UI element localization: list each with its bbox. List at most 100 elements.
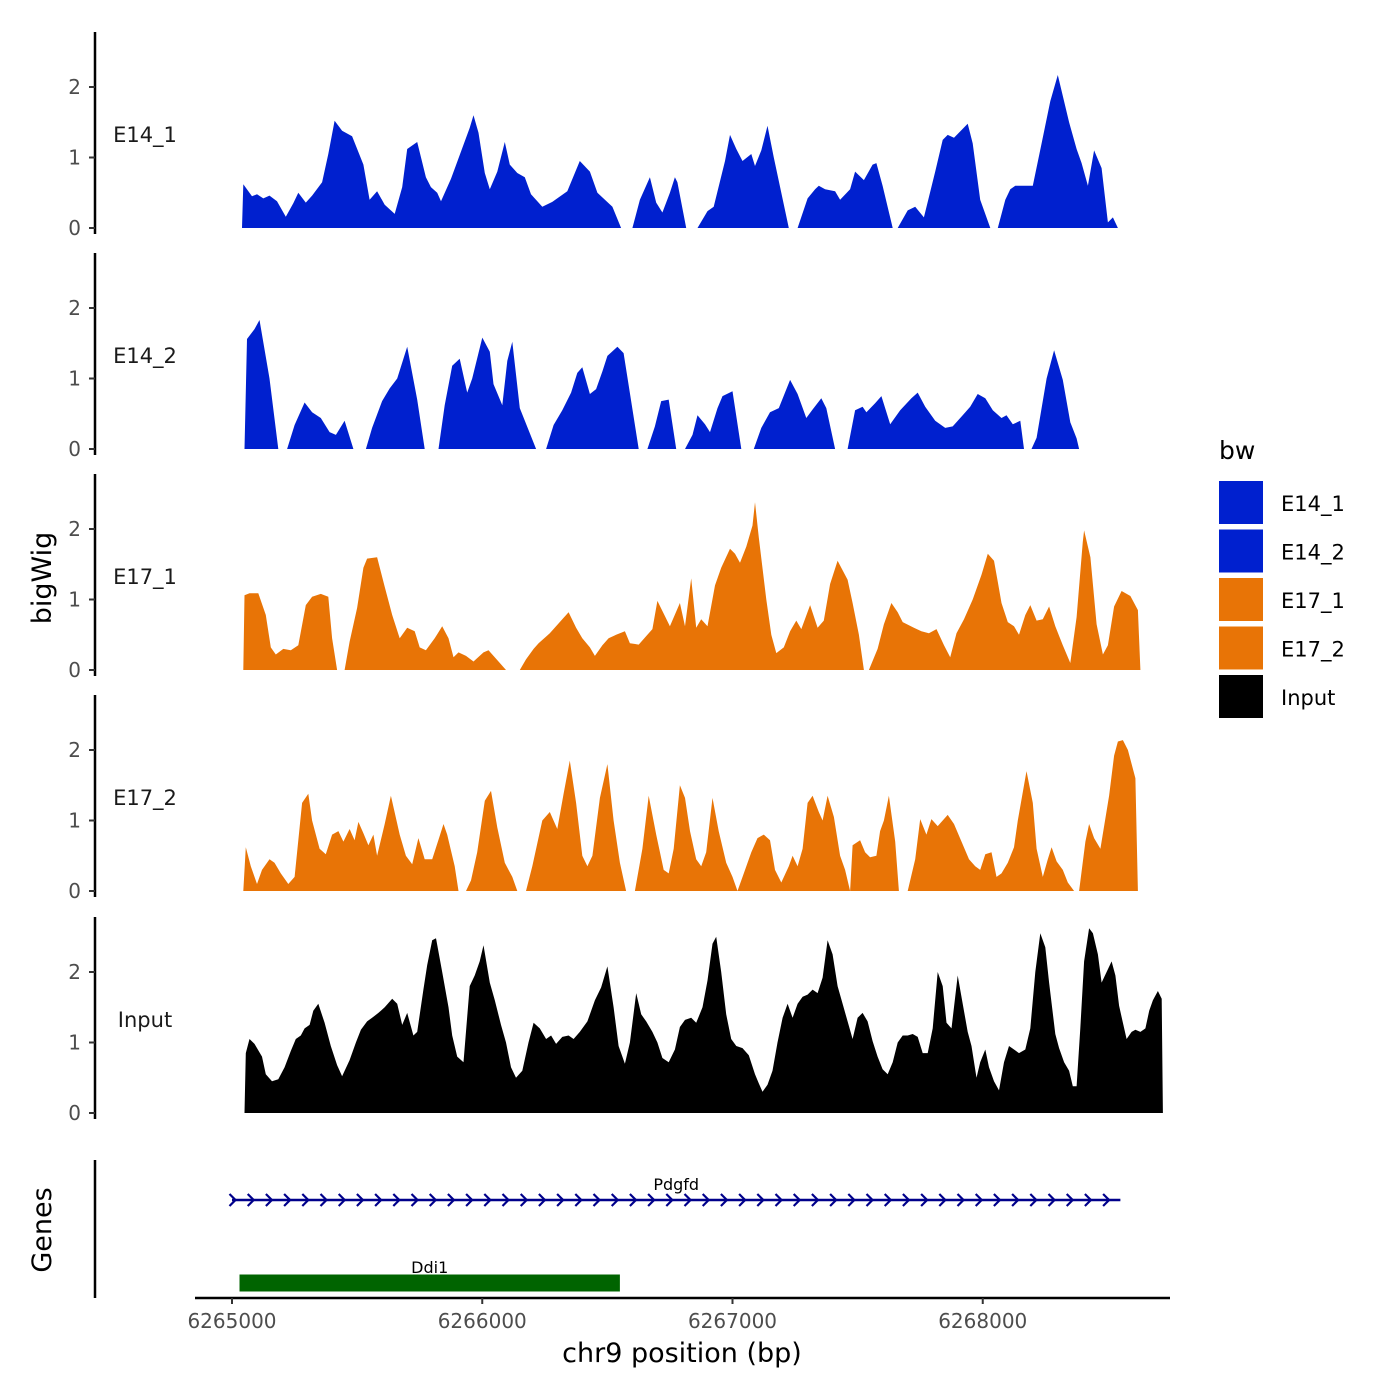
strand-arrow [246, 1193, 256, 1207]
y-tick-label: 0 [68, 879, 81, 903]
track-label: E17_1 [113, 565, 177, 590]
strand-arrow [538, 1193, 547, 1207]
legend-label-e17-1: E17_1 [1281, 589, 1345, 614]
legend-label-e17-2: E17_2 [1281, 638, 1345, 663]
track-e14-1: 0 1 2 E14_1 [68, 32, 1118, 240]
strand-arrow [265, 1193, 274, 1207]
x-tick-label: 6267000 [688, 1309, 777, 1333]
strand-arrow [410, 1193, 420, 1207]
legend-label-input: Input [1281, 686, 1335, 710]
x-axis-title: chr9 position (bp) [562, 1338, 802, 1369]
strand-arrow [811, 1193, 820, 1207]
strand-arrow [720, 1193, 729, 1207]
strand-arrow [428, 1193, 438, 1207]
x-tick-label: 6268000 [938, 1309, 1027, 1333]
strand-arrow [902, 1193, 911, 1207]
track-input: 0 1 2 Input [68, 917, 1163, 1125]
legend-swatch-input [1219, 675, 1263, 718]
track-label: E14_2 [113, 344, 177, 369]
strand-arrow [865, 1193, 875, 1207]
strand-arrow [1047, 1193, 1057, 1207]
strand-arrow [774, 1193, 784, 1207]
strand-arrow [301, 1193, 310, 1207]
strand-arrow [337, 1193, 347, 1207]
strand-arrow [283, 1193, 292, 1207]
strand-arrow [974, 1193, 984, 1207]
strand-arrow [610, 1193, 620, 1207]
coverage-area-e17-1 [243, 502, 1141, 670]
track-e14-2: 0 1 2 E14_2 [68, 253, 1080, 461]
x-tick-label: 6265000 [187, 1309, 276, 1333]
strand-arrow [1065, 1193, 1075, 1207]
y-tick-label: 1 [68, 1031, 81, 1055]
gene-track: Pdgfd Ddi1 [93, 1160, 1121, 1298]
strand-arrow [519, 1193, 529, 1207]
strand-arrow [592, 1193, 602, 1207]
strand-arrow [756, 1193, 765, 1207]
strand-arrow [319, 1193, 329, 1207]
strand-arrow [556, 1193, 565, 1207]
legend-swatch-e14-1 [1219, 481, 1263, 524]
strand-arrow [1011, 1193, 1020, 1207]
gene-label-ddi1: Ddi1 [411, 1258, 448, 1277]
strand-arrow [1102, 1193, 1111, 1207]
strand-arrow [447, 1193, 456, 1207]
strand-arrow [483, 1193, 492, 1207]
y-tick-label: 1 [68, 367, 81, 391]
coverage-area-e14-2 [244, 320, 1080, 449]
strand-arrow [1084, 1193, 1093, 1207]
legend-swatch-e17-2 [1219, 626, 1263, 670]
strand-arrow [829, 1193, 838, 1207]
legend-label-e14-1: E14_1 [1281, 492, 1345, 517]
strand-arrow [501, 1193, 511, 1207]
y-tick-label: 0 [68, 1101, 81, 1125]
strand-arrow [683, 1193, 693, 1207]
y-tick-label: 1 [68, 588, 81, 612]
strand-arrow [374, 1193, 383, 1207]
strand-arrow [920, 1193, 929, 1207]
track-e17-1: 0 1 2 E17_1 [68, 474, 1141, 682]
legend-swatch-e17-1 [1219, 578, 1263, 621]
y-tick-label: 0 [68, 658, 81, 682]
y-axis-title: bigWig [27, 532, 58, 625]
track-e17-2: 0 1 2 E17_2 [68, 695, 1138, 903]
coverage-area-e17-2 [243, 740, 1138, 891]
y-tick-label: 2 [68, 517, 81, 541]
y-tick-label: 1 [68, 146, 81, 170]
coverage-area-input [244, 928, 1163, 1113]
strand-arrow [938, 1193, 947, 1207]
strand-arrow [647, 1193, 656, 1207]
strand-arrow [993, 1193, 1002, 1207]
strand-arrow [701, 1193, 711, 1207]
y-tick-label: 2 [68, 960, 81, 984]
strand-arrow [574, 1193, 583, 1207]
track-panels: 0 1 2 E14_1 0 1 2 E14_2 0 1 2 E17_1 0 1 2 E17_2 0 1 2 Input [68, 32, 1163, 1125]
gene-bar-ddi1 [239, 1274, 620, 1292]
track-label: E17_2 [113, 786, 177, 811]
strand-arrow [1029, 1193, 1038, 1207]
coverage-area-e14-1 [242, 75, 1118, 228]
legend-swatch-e14-2 [1219, 529, 1263, 573]
legend-title: bw [1219, 436, 1255, 465]
strand-arrow [883, 1193, 893, 1207]
y-tick-label: 1 [68, 809, 81, 833]
y-tick-label: 0 [68, 437, 81, 461]
strand-arrow [792, 1193, 802, 1207]
x-tick-label: 6266000 [438, 1309, 527, 1333]
strand-arrow [228, 1193, 238, 1207]
gene-label-pdgfd: Pdgfd [653, 1175, 699, 1194]
track-label: Input [118, 1008, 172, 1032]
y-tick-label: 2 [68, 296, 81, 320]
y-tick-label: 2 [68, 75, 81, 99]
strand-arrow [956, 1193, 966, 1207]
strand-arrow [356, 1193, 365, 1207]
track-label: E14_1 [113, 123, 177, 148]
x-axis: 6265000 6266000 6267000 6268000 [187, 1296, 1170, 1333]
legend: bw E14_1 E14_2 E17_1 E17_2 Input [1219, 436, 1345, 718]
strand-arrow [392, 1193, 401, 1207]
legend-label-e14-2: E14_2 [1281, 541, 1345, 566]
strand-arrow [629, 1193, 638, 1207]
strand-arrow [738, 1193, 747, 1207]
y-tick-label: 0 [68, 216, 81, 240]
